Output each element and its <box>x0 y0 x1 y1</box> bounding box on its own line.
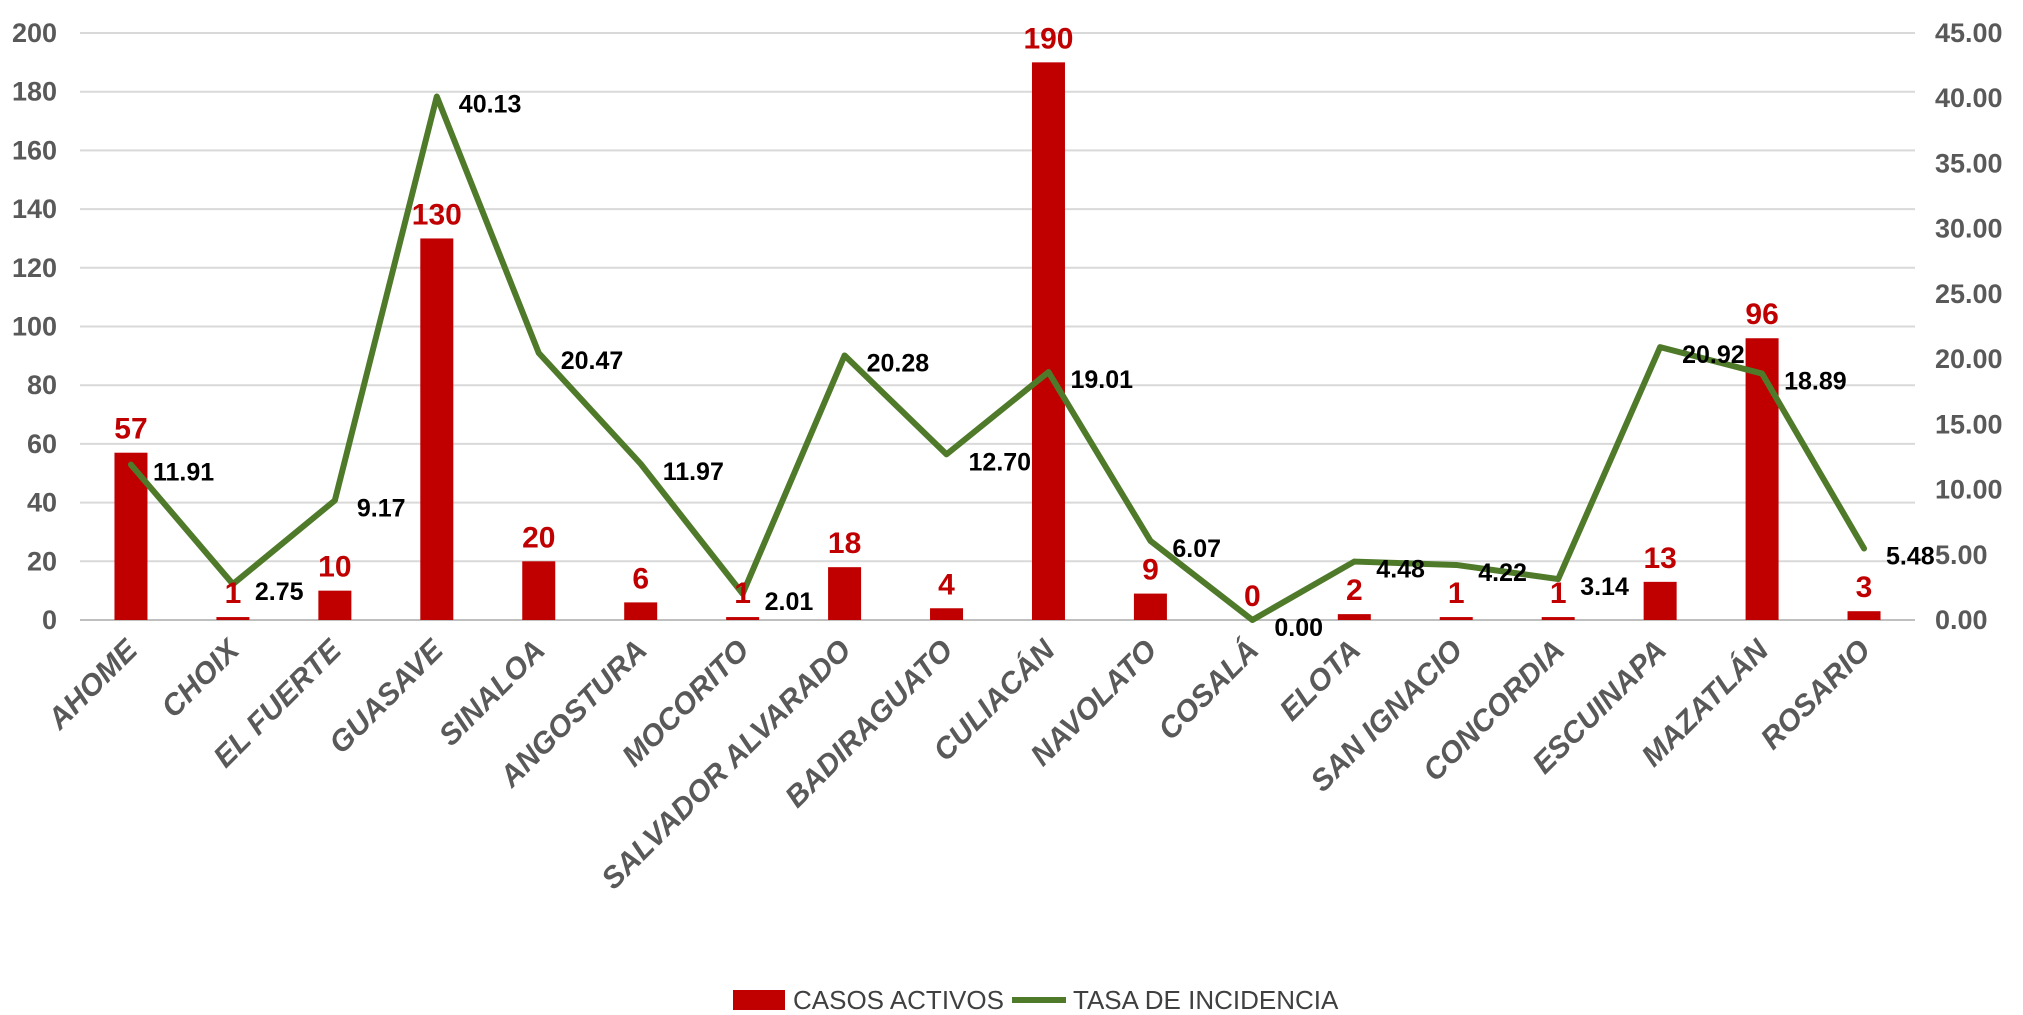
right-tick-label: 5.00 <box>1935 540 1988 570</box>
line-data-label: 0.00 <box>1274 614 1323 642</box>
line-data-label: 4.48 <box>1376 556 1425 584</box>
left-tick-label: 180 <box>12 77 57 107</box>
line-data-label: 11.97 <box>663 458 724 486</box>
bar-data-label: 96 <box>1745 298 1778 331</box>
right-tick-label: 20.00 <box>1935 344 2003 374</box>
bar-data-label: 3 <box>1856 571 1873 604</box>
bar <box>1031 62 1065 621</box>
left-tick-label: 20 <box>27 546 57 576</box>
right-tick-label: 35.00 <box>1935 148 2003 178</box>
right-tick-label: 25.00 <box>1935 279 2003 309</box>
bar-data-label: 1 <box>225 577 242 610</box>
left-y-axis: 0 20 40 60 80 100 120 140 160 180 200 <box>12 18 57 635</box>
left-tick-label: 200 <box>12 18 57 48</box>
left-tick-label: 0 <box>42 605 57 635</box>
line-data-label: 6.07 <box>1172 535 1221 563</box>
line-data-label: 20.28 <box>867 349 930 377</box>
right-tick-label: 30.00 <box>1935 214 2003 244</box>
line-data-label: 3.14 <box>1580 573 1629 601</box>
line-path <box>127 93 1868 623</box>
category-label: ROSARIO <box>1755 634 1877 756</box>
bar <box>1745 338 1779 620</box>
bar <box>1847 611 1881 620</box>
line-data-label: 19.01 <box>1070 366 1133 394</box>
right-tick-label: 40.00 <box>1935 83 2003 113</box>
bar-data-label: 4 <box>938 568 955 601</box>
left-tick-label: 100 <box>12 312 57 342</box>
bar-data-label: 10 <box>318 551 351 584</box>
right-tick-label: 45.00 <box>1935 18 2003 48</box>
bar-data-label: 57 <box>114 413 147 446</box>
line-data-label: 4.22 <box>1478 559 1527 587</box>
legend-label-casos-activos: CASOS ACTIVOS <box>793 985 1004 1015</box>
line-data-label: 12.70 <box>969 448 1032 476</box>
bar-data-label: 1 <box>1550 577 1567 610</box>
bar-data-label: 1 <box>734 577 751 610</box>
bar-data-label: 18 <box>828 527 861 560</box>
bar <box>624 602 658 620</box>
bar <box>318 590 352 620</box>
bar-data-labels: 57 1 10 130 20 6 1 18 4 190 9 0 2 1 1 13 96 3 <box>114 22 1872 613</box>
left-tick-label: 140 <box>12 194 57 224</box>
bar-series-casos-activos <box>114 62 1881 621</box>
left-tick-label: 80 <box>27 370 57 400</box>
right-tick-label: 15.00 <box>1935 409 2003 439</box>
bar <box>1541 617 1575 620</box>
left-tick-label: 60 <box>27 429 57 459</box>
right-y-axis: 0.00 5.00 10.00 15.00 20.00 25.00 30.00 35.00 40… <box>1935 18 2003 635</box>
line-data-label: 18.89 <box>1784 368 1847 396</box>
line-series-tasa-de-incidencia <box>127 93 1868 623</box>
bar-data-label: 130 <box>412 198 462 231</box>
line-data-label: 20.47 <box>561 347 624 375</box>
left-tick-label: 160 <box>12 135 57 165</box>
line-data-label: 40.13 <box>459 91 522 119</box>
bar <box>420 238 454 620</box>
bar-data-label: 6 <box>632 562 649 595</box>
bar-data-label: 0 <box>1244 580 1261 613</box>
category-label: AHOME <box>41 633 145 737</box>
legend: CASOS ACTIVOS TASA DE INCIDENCIA <box>733 985 1339 1015</box>
bar <box>1133 593 1167 620</box>
line-data-label: 9.17 <box>357 494 406 522</box>
bar-data-label: 20 <box>522 521 555 554</box>
legend-swatch-casos-activos <box>733 990 785 1010</box>
line-data-label: 20.92 <box>1682 341 1745 369</box>
bar <box>726 617 760 620</box>
bar-data-label: 9 <box>1142 554 1159 587</box>
line-data-label: 5.48 <box>1886 543 1935 571</box>
bar <box>1643 581 1677 620</box>
bar-data-label: 1 <box>1448 577 1465 610</box>
gridlines <box>80 32 1915 621</box>
line-data-labels: 11.91 2.75 9.17 40.13 20.47 11.97 2.01 20.28 12.… <box>153 91 1935 642</box>
bar <box>216 617 250 620</box>
category-label: COSALÁ <box>1152 633 1266 747</box>
category-label: ELOTA <box>1274 634 1368 728</box>
bar <box>930 608 964 620</box>
bar-data-label: 13 <box>1643 542 1676 575</box>
left-tick-label: 40 <box>27 488 57 518</box>
bar <box>1337 614 1371 620</box>
right-tick-label: 10.00 <box>1935 475 2003 505</box>
line-data-label: 11.91 <box>153 459 214 487</box>
bar-data-label: 190 <box>1023 22 1073 55</box>
bar <box>522 561 556 620</box>
legend-label-tasa-de-incidencia: TASA DE INCIDENCIA <box>1073 985 1339 1015</box>
left-tick-label: 120 <box>12 253 57 283</box>
bar <box>1439 617 1473 620</box>
bar-data-label: 2 <box>1346 574 1363 607</box>
bar <box>828 567 862 620</box>
line-data-label: 2.75 <box>255 578 304 606</box>
line-data-label: 2.01 <box>765 588 814 616</box>
right-tick-label: 0.00 <box>1935 605 1988 635</box>
category-label: CHOIX <box>155 632 247 724</box>
